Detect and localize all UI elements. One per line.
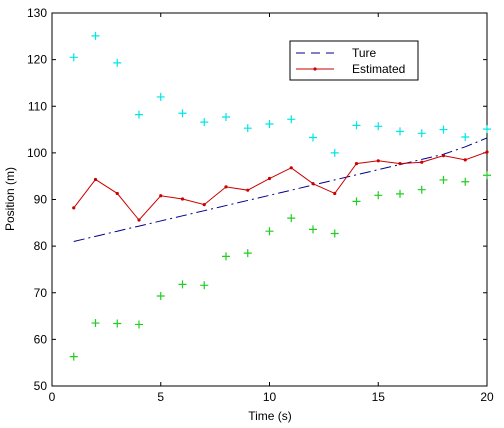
data-point (159, 194, 163, 198)
legend-label-estimated: Estimated (352, 62, 405, 76)
data-point (485, 150, 489, 154)
y-tick-label: 90 (34, 193, 48, 207)
data-point (311, 182, 315, 186)
x-tick-label: 15 (372, 390, 386, 404)
data-point (113, 319, 122, 328)
y-axis-label: Position (m) (3, 167, 17, 231)
data-point (417, 185, 426, 194)
data-point (483, 171, 491, 180)
data-point (222, 252, 230, 261)
y-tick-label: 110 (28, 99, 47, 113)
x-tick-label: 20 (480, 390, 494, 404)
legend-box (289, 40, 419, 81)
data-point (333, 191, 337, 196)
data-point (398, 161, 402, 166)
y-tick-label: 60 (34, 332, 48, 346)
y-tick-label: 80 (34, 239, 48, 253)
data-point (137, 218, 141, 222)
data-point (222, 112, 230, 121)
data-point (374, 122, 383, 131)
data-point (156, 92, 165, 101)
series-1 (72, 150, 489, 222)
data-point (309, 133, 317, 142)
data-point (267, 176, 272, 181)
y-tick-label: 130 (27, 6, 47, 20)
y-tick-label: 50 (34, 379, 48, 393)
y-tick-label: 120 (27, 53, 47, 67)
legend-label-ture: Ture (352, 46, 377, 60)
plot-frame (51, 12, 488, 387)
data-point (72, 206, 76, 210)
legend: Ture Estimated (289, 40, 419, 81)
data-point (439, 175, 448, 184)
data-point (180, 197, 185, 201)
data-point (461, 177, 470, 186)
series-line-0 (73, 137, 488, 242)
series-0 (73, 137, 488, 242)
data-point (330, 148, 339, 157)
data-point (69, 53, 78, 62)
data-point (200, 281, 209, 290)
data-point (91, 31, 100, 40)
data-point (376, 159, 380, 163)
data-point (287, 214, 296, 223)
data-point (243, 249, 252, 258)
data-point (352, 121, 361, 130)
data-point (330, 229, 339, 238)
data-point (246, 188, 250, 192)
data-point (178, 280, 187, 289)
data-point (224, 185, 228, 189)
x-axis-label: Time (s) (248, 409, 292, 423)
series-3 (69, 171, 491, 361)
data-point (178, 109, 187, 118)
data-point (287, 115, 296, 124)
series-2 (69, 31, 491, 157)
data-point (265, 227, 274, 236)
series-layer (69, 31, 491, 361)
data-point (309, 225, 317, 234)
data-point (265, 119, 274, 128)
data-point (352, 197, 361, 206)
data-point (91, 319, 100, 328)
data-point (135, 320, 143, 329)
x-tick-label: 0 (49, 390, 56, 404)
plot-area (51, 12, 488, 387)
y-tick-label: 70 (34, 286, 48, 300)
legend-marker-estimated (313, 67, 317, 71)
data-point (135, 110, 143, 119)
data-point (461, 133, 470, 142)
axis-ticks: 0 5 10 15 20 50 60 70 80 90 100 110 120 130 (27, 6, 494, 404)
data-point (420, 160, 424, 164)
data-point (243, 124, 252, 133)
data-point (115, 191, 119, 196)
data-point (200, 118, 209, 127)
data-point (483, 125, 491, 134)
data-point (354, 161, 359, 166)
data-point (93, 177, 98, 182)
data-point (289, 166, 293, 170)
x-tick-label: 10 (263, 390, 277, 404)
data-point (396, 189, 404, 198)
data-point (374, 191, 383, 200)
data-point (156, 292, 165, 301)
data-point (202, 203, 206, 207)
data-point (417, 129, 426, 138)
data-point (396, 127, 404, 136)
data-point (113, 58, 122, 67)
data-point (439, 125, 448, 134)
data-point (441, 154, 446, 158)
y-tick-label: 100 (27, 146, 47, 160)
data-point (463, 158, 467, 162)
x-tick-label: 5 (157, 390, 164, 404)
series-line-1 (73, 151, 488, 221)
data-point (69, 352, 78, 361)
